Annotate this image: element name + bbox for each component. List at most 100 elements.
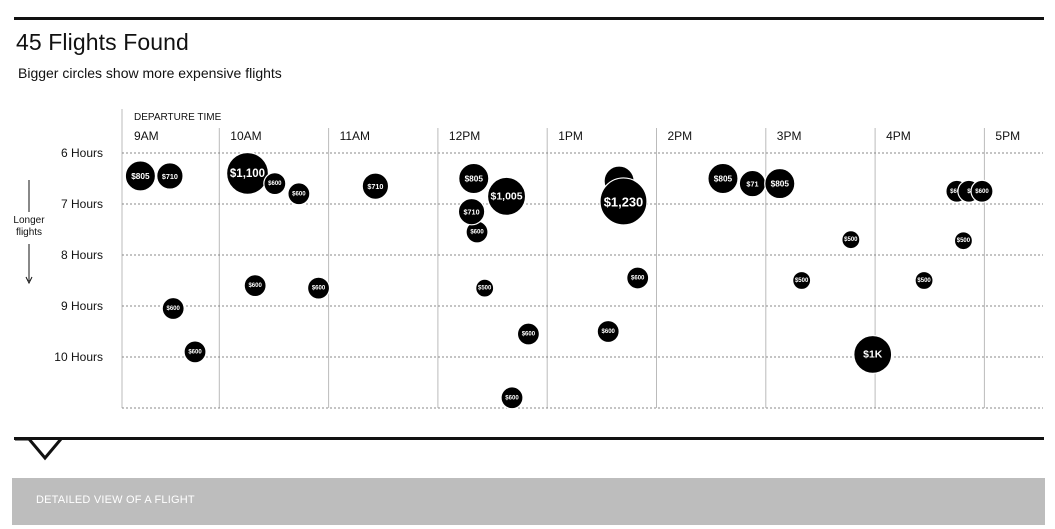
flight-price-label: $710 (162, 172, 178, 181)
flight-price-label: $805 (714, 175, 733, 184)
flight-bubble[interactable]: $710 (156, 162, 184, 190)
flight-price-label: $805 (131, 172, 150, 181)
flight-bubble-circle[interactable] (914, 270, 934, 291)
flight-price-label: $500 (844, 237, 858, 243)
flight-bubble[interactable]: $600 (161, 296, 185, 321)
flight-bubble-circle[interactable] (457, 197, 486, 226)
flight-bubble[interactable]: $600 (970, 179, 994, 203)
flight-price-label: $600 (601, 329, 615, 335)
flight-bubble-circle[interactable] (599, 177, 648, 226)
flight-bubbles: $805 $710$600$600$1,100$600$600$600 $600$7… (124, 151, 994, 410)
flight-bubble[interactable]: $805 (764, 167, 796, 200)
flight-bubble[interactable]: $600 (500, 386, 524, 410)
flight-bubble-circle[interactable] (124, 160, 157, 192)
flight-price-label: $600 (268, 181, 282, 187)
y-tick-label: 8 Hours (61, 248, 103, 262)
flight-bubble-circle[interactable] (263, 172, 287, 196)
flight-bubble[interactable]: $1K (853, 334, 893, 374)
y-tick-label: 9 Hours (61, 299, 103, 313)
page-subtitle: Bigger circles show more expensive fligh… (18, 65, 282, 81)
chart-grid (121, 109, 1043, 409)
flight-bubble[interactable]: $600 (287, 182, 311, 206)
flight-bubble[interactable]: $805 (124, 160, 157, 192)
y-axis-side-label: Longer flights (13, 180, 45, 285)
flight-bubble[interactable]: $500 (841, 230, 861, 250)
flight-price-label: $600 (522, 332, 536, 338)
flight-bubble-circle[interactable] (500, 386, 524, 410)
flight-bubble-circle[interactable] (306, 276, 331, 300)
flight-price-label: $500 (957, 238, 971, 244)
flight-price-label: $500 (917, 278, 931, 284)
flight-bubble-circle[interactable] (626, 266, 650, 290)
flight-bubble-circle[interactable] (953, 231, 974, 251)
chevron-down-icon (15, 438, 63, 461)
flight-price-label: $600 (312, 286, 326, 292)
flight-bubble[interactable]: $500 (475, 278, 495, 298)
flight-bubble-circle[interactable] (516, 322, 540, 346)
flight-bubble-circle[interactable] (225, 151, 270, 195)
flight-price-label: $1,005 (491, 191, 523, 202)
x-tick-label: 3PM (777, 129, 802, 143)
flight-price-label: $600 (292, 191, 306, 197)
flight-bubble[interactable]: $710 (457, 197, 486, 226)
flight-bubble-circle[interactable] (841, 230, 861, 250)
flight-bubble[interactable]: $710 (361, 172, 390, 200)
y-tick-label: 6 Hours (61, 146, 103, 160)
flight-bubble-circle[interactable] (458, 162, 490, 195)
flight-price-label: $710 (367, 182, 383, 191)
flight-bubble-circle[interactable] (707, 162, 739, 195)
x-tick-label: 10AM (230, 129, 261, 143)
flight-bubble[interactable]: $1,005 (486, 176, 527, 216)
flight-bubble[interactable]: $805 (458, 162, 490, 195)
flight-bubble-circle[interactable] (853, 334, 893, 374)
flight-price-label: $600 (248, 283, 262, 289)
flight-bubble[interactable]: $600 (183, 340, 207, 364)
flight-price-label: $600 (950, 189, 964, 195)
y-tick-label: 10 Hours (54, 350, 103, 364)
flight-bubble[interactable]: $500 (953, 231, 974, 251)
flight-bubble-circle[interactable] (970, 179, 994, 203)
flight-bubble[interactable]: $71 (738, 169, 767, 198)
flight-price-label: $71 (746, 180, 758, 189)
y-tick-labels: 6 Hours 7 Hours 8 Hours 9 Hours 10 Hours (54, 146, 103, 364)
flight-bubble-circle[interactable] (161, 296, 185, 321)
x-tick-label: 2PM (668, 129, 693, 143)
y-arrow-head-icon (25, 276, 33, 285)
flight-bubble[interactable]: $500 (914, 270, 934, 291)
flight-bubble-circle[interactable] (792, 270, 812, 291)
flight-bubble[interactable]: $600 (516, 322, 540, 346)
x-tick-label: 5PM (995, 129, 1020, 143)
flight-bubble-circle[interactable] (764, 167, 796, 200)
flight-bubble[interactable]: $1,100 (225, 151, 270, 195)
page-title: 45 Flights Found (16, 29, 189, 55)
y-side-label-line-1: Longer (13, 215, 45, 226)
y-tick-label: 7 Hours (61, 197, 103, 211)
x-tick-labels: 9AM 10AM 11AM 12PM 1PM 2PM 3PM 4PM 5PM (134, 129, 1020, 143)
x-tick-label: 4PM (886, 129, 911, 143)
flight-bubble-circle[interactable] (361, 172, 390, 200)
flight-price-label: $ (967, 189, 971, 195)
flight-bubble[interactable]: $600 (626, 266, 650, 290)
flight-bubble-circle[interactable] (486, 176, 527, 216)
flight-price-label: $600 (166, 306, 180, 312)
flight-bubble[interactable]: $600 (263, 172, 287, 196)
flight-bubble-circle[interactable] (596, 319, 620, 344)
flight-bubble-circle[interactable] (183, 340, 207, 364)
flight-bubble[interactable]: $805 (707, 162, 739, 195)
flight-bubble-circle[interactable] (287, 182, 311, 206)
flight-bubble[interactable]: $1,230 (599, 177, 648, 226)
flight-price-label: $600 (470, 230, 484, 236)
flight-bubble-circle[interactable] (243, 274, 267, 298)
detailed-view-label: DETAILED VIEW OF A FLIGHT (36, 494, 195, 506)
flight-price-label: $600 (188, 349, 202, 355)
detailed-view-panel[interactable]: DETAILED VIEW OF A FLIGHT (12, 478, 1045, 525)
flight-bubble[interactable]: $600 (596, 319, 620, 344)
flight-bubble[interactable]: $600 (306, 276, 331, 300)
flight-bubble-circle[interactable] (475, 278, 495, 298)
x-tick-label: 11AM (340, 129, 370, 143)
flight-price-label: $600 (631, 275, 645, 281)
flight-price-label: $500 (795, 278, 809, 284)
flight-bubble[interactable]: $500 (792, 270, 812, 291)
flight-bubble-circle[interactable] (156, 162, 184, 190)
flight-bubble[interactable]: $600 (243, 274, 267, 298)
